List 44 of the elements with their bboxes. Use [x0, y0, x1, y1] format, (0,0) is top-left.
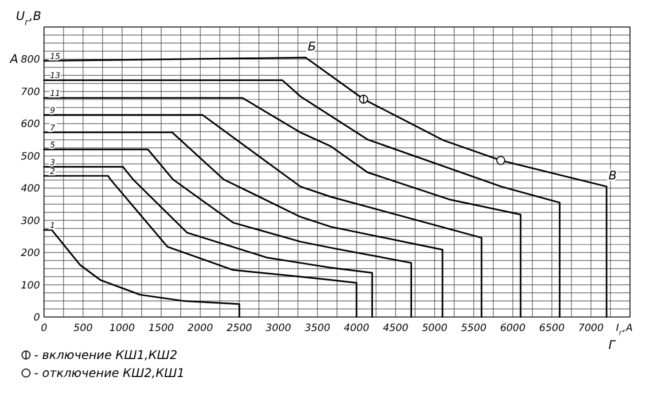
- legend-label: - включение КШ1,КШ2: [34, 348, 178, 362]
- y-tick-label: 100: [20, 280, 40, 292]
- annotation: Б: [308, 40, 316, 54]
- y-tick-label: 600: [20, 119, 40, 130]
- x-tick-label: 4000: [344, 323, 370, 334]
- series-label: 7: [50, 123, 56, 132]
- x-tick-label: 3500: [304, 323, 330, 334]
- line-series: [43, 148, 412, 318]
- annotation: А: [9, 52, 18, 66]
- x-tick-label: 1500: [148, 323, 174, 334]
- x-tick-label: 3000: [266, 323, 292, 334]
- y-tick-label: 0: [34, 312, 40, 324]
- x-tick-label: 7000: [578, 323, 604, 334]
- y-tick-label: 300: [20, 216, 40, 227]
- x-tick-label: 2000: [188, 323, 213, 334]
- y-tick-label: 500: [20, 151, 40, 162]
- x-tick-label: 6500: [539, 323, 565, 334]
- annotation: Г: [608, 338, 617, 352]
- y-tick-label: 700: [20, 86, 40, 98]
- y-axis-title: U$_{г}$,В: [16, 9, 42, 27]
- series-label: 1: [50, 221, 56, 230]
- series-label: 5: [50, 140, 56, 150]
- line-series: [43, 114, 482, 318]
- x-tick-label: 1000: [109, 323, 135, 334]
- x-axis-title: I$_{г}$,А: [616, 323, 633, 337]
- line-series: [43, 132, 444, 318]
- x-tick-label: 500: [74, 323, 93, 334]
- y-tick-label: 800: [20, 54, 40, 66]
- series-label: 3: [50, 158, 56, 167]
- line-series: [43, 229, 240, 318]
- x-tick-label: 5500: [461, 323, 486, 334]
- series-label: 2: [50, 166, 56, 176]
- x-tick-label: 2500: [226, 323, 252, 334]
- x-tick-label: 6000: [500, 323, 526, 334]
- x-tick-label: 4500: [382, 323, 408, 334]
- series-label: 15: [50, 52, 60, 61]
- series-label: 9: [50, 106, 56, 115]
- x-tick-label: 5000: [422, 323, 448, 334]
- legend-label: - отключение КШ2,КШ1: [34, 366, 185, 380]
- y-tick-label: 400: [20, 184, 40, 195]
- y-tick-label: 200: [20, 248, 40, 260]
- series-label: 11: [50, 88, 60, 98]
- x-tick-label: 0: [40, 323, 48, 334]
- annotation: В: [608, 168, 617, 182]
